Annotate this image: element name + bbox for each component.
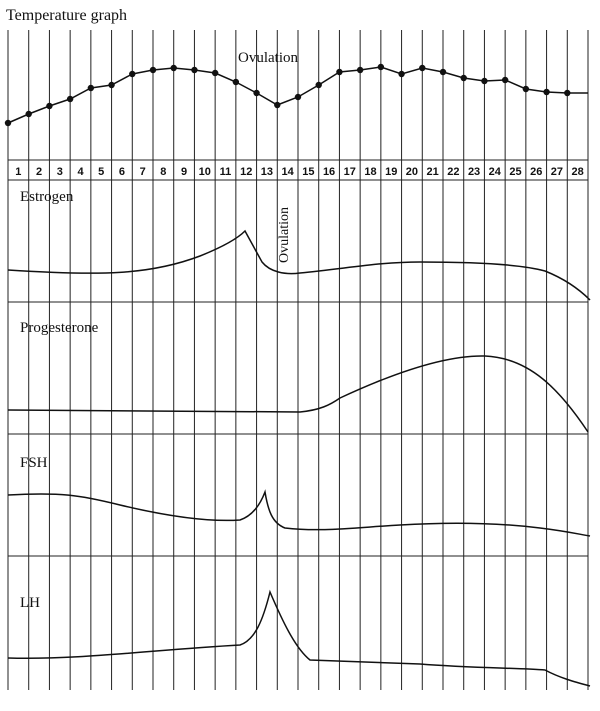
grid: 1 2 3 4 5 6 7 8 9 10 11 12 13 14 15 16 17 18 19 20 21 22 23 24 2…	[7, 30, 589, 690]
temperature-point	[191, 66, 198, 74]
ovulation-label: Ovulation	[238, 50, 298, 66]
progesterone-curve	[7, 355, 589, 433]
temperature-point	[253, 89, 260, 97]
fsh-curve	[7, 489, 591, 537]
temperature-point	[232, 78, 240, 86]
estrogen-curve	[7, 229, 591, 301]
day-label: 28	[572, 166, 584, 178]
day-label: 5	[98, 166, 104, 178]
temperature-point	[25, 110, 32, 118]
day-label: 8	[160, 166, 166, 178]
temperature-point	[564, 89, 571, 97]
day-label: 13	[261, 166, 273, 178]
lh-curve	[7, 589, 591, 687]
temperature-point	[211, 69, 219, 77]
day-label: 26	[530, 166, 542, 178]
temperature-point	[501, 76, 509, 84]
temperature-point	[460, 74, 467, 82]
temperature-point	[46, 102, 53, 110]
day-label: 1	[15, 166, 21, 178]
temperature-point	[398, 70, 405, 78]
day-label: 25	[509, 166, 521, 178]
day-label: 14	[282, 166, 295, 178]
temperature-point	[377, 63, 385, 71]
day-label: 12	[240, 166, 252, 178]
temperature-point	[66, 95, 74, 103]
day-label: 24	[489, 166, 502, 178]
temperature-point	[315, 81, 322, 89]
temperature-point	[87, 84, 95, 92]
day-label: 15	[302, 166, 314, 178]
day-label: 27	[551, 166, 563, 178]
temperature-point	[170, 64, 177, 72]
temperature-point	[294, 93, 302, 101]
temperature-point	[108, 81, 115, 89]
day-label: 7	[140, 166, 146, 178]
panel-label: FSH	[20, 455, 48, 471]
day-label: 3	[57, 166, 63, 178]
ovulation-vertical-label: Ovulation	[277, 207, 292, 263]
day-label: 18	[364, 166, 376, 178]
panel-label: LH	[20, 595, 40, 611]
temperature-point	[149, 66, 157, 74]
temperature-points	[4, 63, 571, 127]
temperature-point	[522, 85, 530, 93]
day-label: 19	[385, 166, 397, 178]
day-label: 20	[406, 166, 418, 178]
day-label: 23	[468, 166, 480, 178]
temperature-point	[356, 66, 364, 74]
day-label: 9	[181, 166, 187, 178]
temperature-point	[274, 101, 281, 109]
day-label: 16	[323, 166, 335, 178]
temperature-point	[336, 68, 343, 76]
panel-label: Progesterone	[20, 320, 99, 336]
day-label: 17	[344, 166, 356, 178]
day-label: 11	[220, 166, 232, 178]
temperature-point	[481, 77, 488, 85]
day-label: 22	[447, 166, 459, 178]
temperature-point	[129, 70, 136, 78]
title: Temperature graph	[6, 7, 127, 24]
panel-label: Estrogen	[20, 189, 74, 205]
day-label: 2	[36, 166, 42, 178]
temperature-point	[543, 88, 550, 96]
day-label: 21	[427, 166, 439, 178]
temperature-point	[4, 119, 12, 127]
temperature-point	[439, 68, 447, 76]
temperature-point	[419, 64, 426, 72]
day-label: 6	[119, 166, 125, 178]
day-label: 4	[77, 166, 84, 178]
day-label: 10	[199, 166, 211, 178]
